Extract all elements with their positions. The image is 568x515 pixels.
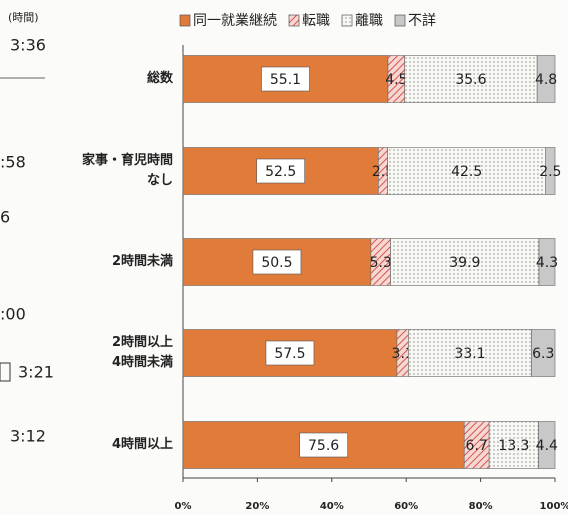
- value-label: 13.3: [498, 438, 529, 454]
- x-tick-label: 20%: [245, 501, 269, 512]
- label-box: [299, 432, 348, 458]
- bar-segment: [408, 329, 532, 377]
- value-label: 2.5: [539, 164, 561, 180]
- bar-segment: [488, 421, 539, 469]
- x-tick-label: 0%: [175, 501, 192, 512]
- bar-segment: [538, 238, 556, 286]
- value-label: 35.6: [455, 72, 486, 88]
- bar-segment: [387, 147, 547, 195]
- left-text: 3:12: [10, 427, 46, 446]
- left-text: 6: [0, 208, 10, 227]
- legend-label: 不詳: [408, 13, 436, 29]
- value-label: 4.4: [536, 438, 558, 454]
- bar-segment: [463, 421, 490, 469]
- bar-segment: [538, 421, 556, 469]
- left-text: (時間): [8, 11, 39, 24]
- label-box: [256, 158, 305, 184]
- legend-label: 転職: [302, 13, 330, 29]
- x-tick-label: 60%: [394, 501, 418, 512]
- bar-segment: [404, 55, 538, 103]
- category-label: 家事・育児時間 なし: [81, 153, 173, 188]
- value-label: 4.8: [535, 72, 557, 88]
- category-label: 総数: [146, 71, 173, 86]
- label-box: [252, 249, 302, 275]
- label-box: [261, 66, 310, 92]
- x-tick-label: 100%: [540, 501, 568, 512]
- legend-label: 同一就業継続: [193, 12, 277, 29]
- legend-swatch: [288, 14, 300, 27]
- legend-label: 離職: [355, 12, 383, 29]
- bar-segment: [545, 147, 556, 195]
- bar-segment: [536, 55, 556, 103]
- value-label: 75.6: [308, 438, 339, 454]
- bar-segment: [531, 329, 556, 377]
- x-tick-label: 40%: [320, 501, 344, 512]
- category-label: 4時間以上: [111, 437, 173, 452]
- value-label: 52.5: [265, 164, 296, 180]
- left-text: :58: [0, 153, 26, 172]
- value-label: 4.5: [385, 72, 407, 88]
- value-label: 5.3: [370, 255, 392, 271]
- value-label: 42.5: [451, 164, 482, 180]
- legend-swatch: [341, 14, 353, 27]
- value-label: 4.3: [536, 255, 558, 271]
- left-text: :00: [0, 305, 26, 324]
- legend-swatch: [179, 14, 191, 27]
- left-text: 3:21: [18, 363, 54, 382]
- value-label: 33.1: [454, 346, 485, 362]
- value-label: 55.1: [270, 72, 301, 88]
- legend-swatch: [394, 14, 406, 27]
- value-label: 6.7: [466, 438, 488, 454]
- box-icon: [0, 362, 11, 382]
- value-label: 57.5: [274, 346, 305, 362]
- x-tick-label: 80%: [469, 501, 493, 512]
- value-label: 39.9: [449, 255, 480, 271]
- value-label: 50.5: [261, 255, 292, 271]
- bar-segment: [390, 238, 540, 286]
- category-label: 2時間以上 4時間未満: [111, 335, 173, 370]
- label-box: [265, 340, 315, 366]
- left-text: 3:36: [10, 36, 46, 55]
- category-label: 2時間未満: [111, 254, 173, 269]
- value-label: 6.3: [532, 346, 554, 362]
